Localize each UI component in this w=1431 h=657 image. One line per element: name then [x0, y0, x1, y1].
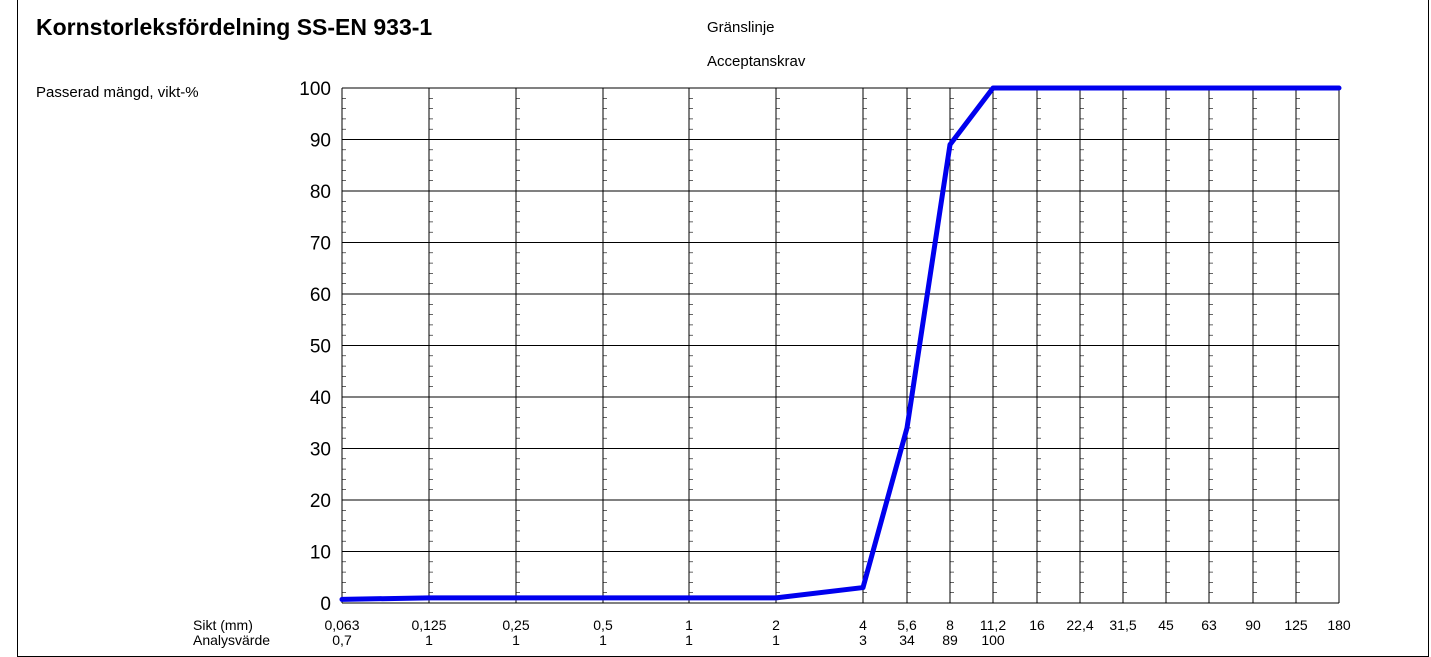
legend-entry-acceptanskrav: Acceptanskrav: [707, 53, 806, 70]
x-tick-label: 8: [946, 617, 954, 633]
y-tick-label: 10: [310, 543, 331, 564]
x-tick-label: 1: [685, 617, 693, 633]
analysis-value: 3: [859, 632, 867, 648]
analysis-value: 1: [425, 632, 433, 648]
x-tick-label: 0,25: [502, 617, 529, 633]
x-tick-label: 63: [1201, 617, 1217, 633]
analysis-values: 0,7 1 1 1 1 1 3 34 89 100: [332, 632, 1005, 648]
y-tick-label: 20: [310, 491, 331, 512]
grid: [341, 87, 1340, 604]
x-tick-label: 31,5: [1109, 617, 1136, 633]
series-group: [339, 85, 1342, 602]
x-tick-label: 90: [1245, 617, 1261, 633]
y-tick-label: 100: [299, 79, 331, 100]
analysis-value: 1: [685, 632, 693, 648]
x-tick-label: 125: [1284, 617, 1308, 633]
series-line: [339, 85, 1342, 602]
y-tick-label: 0: [320, 594, 331, 615]
x-tick-label: 180: [1327, 617, 1351, 633]
y-tick-labels: 0 10 20 30 40 50 60 70 80 90 100: [299, 79, 331, 615]
analysis-value: 1: [512, 632, 520, 648]
x-tick-label: 0,125: [411, 617, 446, 633]
x-tick-label: 45: [1158, 617, 1174, 633]
y-tick-label: 90: [310, 131, 331, 152]
analysis-value: 89: [942, 632, 958, 648]
y-tick-label: 30: [310, 440, 331, 461]
x-tick-labels: 0,063 0,125 0,25 0,5 1 2 4 5,6 8 11,2 16 22,4 31,5 45…: [324, 617, 1350, 633]
y-tick-label: 50: [310, 337, 331, 358]
x-axis-label: Sikt (mm): [193, 617, 253, 633]
x-tick-label: 0,5: [593, 617, 613, 633]
x-tick-label: 0,063: [324, 617, 359, 633]
y-tick-label: 60: [310, 285, 331, 306]
x-tick-label: 2: [772, 617, 780, 633]
y-axis-label: Passerad mängd, vikt-%: [36, 84, 199, 101]
legend-entry-granslinje: Gränslinje: [707, 19, 775, 36]
chart-title: Kornstorleksfördelning SS-EN 933-1: [36, 14, 433, 40]
y-tick-label: 70: [310, 234, 331, 255]
x-tick-label: 5,6: [897, 617, 917, 633]
analysis-value: 34: [899, 632, 915, 648]
x-tick-label: 22,4: [1066, 617, 1093, 633]
x-tick-label: 4: [859, 617, 867, 633]
analysis-row-label: Analysvärde: [193, 632, 270, 648]
y-tick-label: 40: [310, 388, 331, 409]
x-tick-label: 11,2: [980, 617, 1006, 633]
analysis-value: 1: [772, 632, 780, 648]
x-tick-label: 16: [1029, 617, 1045, 633]
analysis-value: 0,7: [332, 632, 352, 648]
analysis-value: 1: [599, 632, 607, 648]
y-tick-label: 80: [310, 182, 331, 203]
analysis-value: 100: [981, 632, 1005, 648]
